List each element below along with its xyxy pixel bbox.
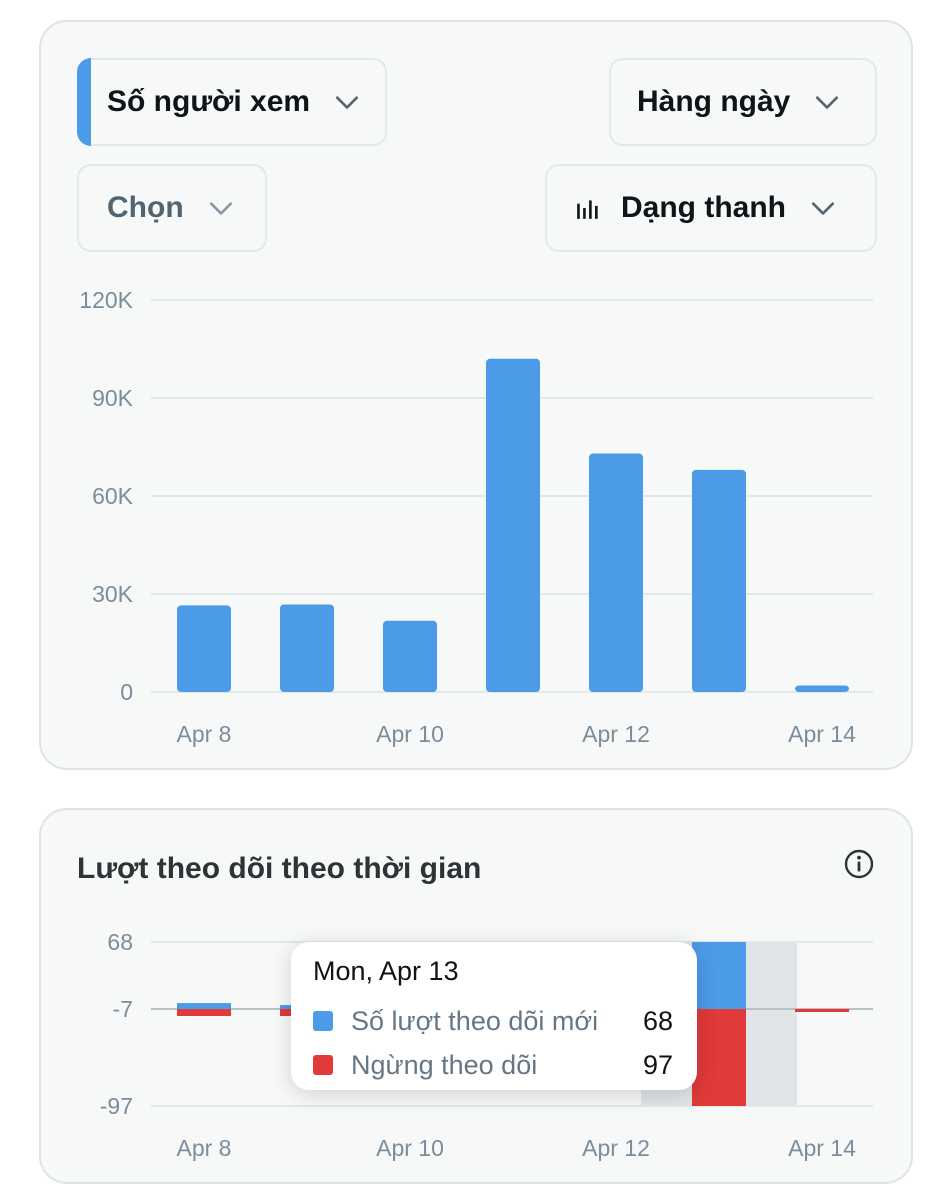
follows-card: Lượt theo dõi theo thời gian 68 -7 -97 Apr … bbox=[39, 808, 913, 1184]
y-tick-label: 0 bbox=[120, 679, 133, 705]
period-dropdown-label: Hàng ngày bbox=[637, 85, 791, 118]
chart-tooltip: Mon, Apr 13 Số lượt theo dõi mới 68 Ngừn… bbox=[291, 942, 697, 1090]
y-tick-label: 90K bbox=[92, 385, 134, 411]
y-tick-label: 120K bbox=[79, 287, 133, 313]
period-dropdown[interactable]: Hàng ngày bbox=[609, 58, 877, 146]
chevron-down-icon bbox=[336, 96, 359, 109]
y-tick-label: 60K bbox=[92, 483, 134, 509]
tooltip-row-unfollows: Ngừng theo dõi 97 bbox=[313, 1043, 673, 1087]
y-tick-label: 68 bbox=[107, 929, 133, 955]
tooltip-name: Số lượt theo dõi mới bbox=[351, 1005, 599, 1036]
metric-accent-bar bbox=[77, 58, 91, 146]
metric-dropdown-label: Số người xem bbox=[107, 85, 311, 118]
chart-type-dropdown[interactable]: Dạng thanh bbox=[545, 164, 877, 252]
info-icon[interactable] bbox=[843, 848, 875, 880]
x-tick-label: Apr 12 bbox=[582, 1135, 650, 1161]
bar bbox=[589, 453, 643, 692]
bar-new-follows bbox=[692, 942, 746, 1009]
chart-type-dropdown-label: Dạng thanh bbox=[621, 191, 786, 224]
bar-chart-icon bbox=[577, 200, 598, 219]
tooltip-swatch-unfollow bbox=[313, 1055, 333, 1075]
chevron-down-icon bbox=[811, 202, 835, 215]
x-tick-label: Apr 14 bbox=[788, 721, 856, 747]
x-tick-label: Apr 8 bbox=[177, 721, 232, 747]
x-tick-label: Apr 10 bbox=[376, 1135, 444, 1161]
tooltip-date: Mon, Apr 13 bbox=[313, 956, 459, 986]
follows-title: Lượt theo dõi theo thời gian bbox=[77, 852, 482, 885]
bar-new-follows bbox=[177, 1003, 231, 1009]
bar-unfollows bbox=[177, 1009, 231, 1016]
select-dropdown-label: Chọn bbox=[107, 191, 184, 224]
x-tick-label: Apr 8 bbox=[177, 1135, 232, 1161]
x-tick-label: Apr 14 bbox=[788, 1135, 856, 1161]
bar bbox=[692, 469, 746, 692]
tooltip-row-new-follows: Số lượt theo dõi mới 68 bbox=[313, 999, 673, 1043]
bar-unfollows bbox=[795, 1009, 849, 1012]
tooltip-name: Ngừng theo dõi bbox=[351, 1049, 538, 1080]
x-tick-label: Apr 10 bbox=[376, 721, 444, 747]
tooltip-swatch-new bbox=[313, 1011, 333, 1031]
y-tick-label: -7 bbox=[113, 996, 133, 1022]
tooltip-value: 97 bbox=[642, 1049, 673, 1080]
bar bbox=[280, 604, 334, 692]
y-tick-label: -97 bbox=[100, 1093, 133, 1119]
views-bar-chart: 120K 90K 60K 30K 0 Apr 8 Apr 10 Apr 12 Apr 14 bbox=[79, 287, 873, 747]
bar bbox=[177, 605, 231, 692]
bar-unfollows bbox=[692, 1009, 746, 1106]
bar bbox=[383, 620, 437, 692]
chevron-down-icon bbox=[209, 202, 232, 215]
chevron-down-icon bbox=[816, 96, 839, 109]
y-tick-label: 30K bbox=[92, 581, 134, 607]
x-tick-label: Apr 12 bbox=[582, 721, 650, 747]
views-card: Số người xem Hàng ngày Chọn Dạng thanh 1… bbox=[39, 20, 913, 770]
bar bbox=[486, 358, 540, 692]
select-dropdown[interactable]: Chọn bbox=[77, 164, 267, 252]
bar bbox=[795, 685, 849, 692]
metric-dropdown[interactable]: Số người xem bbox=[77, 58, 387, 146]
tooltip-value: 68 bbox=[642, 1005, 673, 1036]
